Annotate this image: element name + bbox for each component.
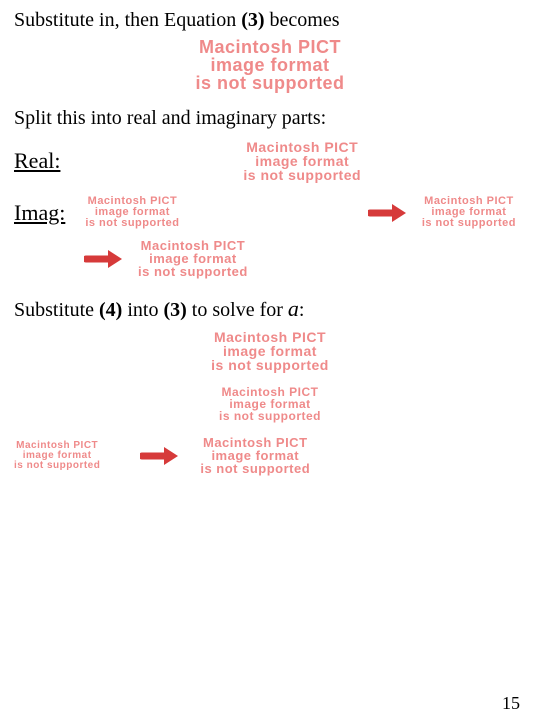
pict-error-block: Macintosh PICT image format is not suppo… <box>14 441 100 471</box>
pict-error-line: is not supported <box>219 410 321 422</box>
text-fragment: Substitute in, then Equation <box>14 9 241 31</box>
arrow-icon <box>368 202 408 224</box>
text-fragment: into <box>122 299 163 321</box>
pict-error-block: Macintosh PICT image format is not suppo… <box>138 239 248 278</box>
pict-error-block: Macintosh PICT image format is not suppo… <box>200 436 310 475</box>
text-fragment-bold: (3) <box>163 299 186 321</box>
arrow-icon <box>84 248 124 270</box>
pict-error-line: is not supported <box>14 461 100 471</box>
text-fragment: Split this into real and imaginary parts… <box>14 107 326 129</box>
text-fragment: Substitute <box>14 299 99 321</box>
label-imag: Imag: <box>14 200 65 226</box>
pict-error-block: Macintosh PICT image format is not suppo… <box>196 38 345 92</box>
label-real: Real: <box>14 148 60 174</box>
pict-error-line: is not supported <box>243 168 361 182</box>
text-fragment-bold: (4) <box>99 299 122 321</box>
pict-error-line: Macintosh PICT <box>196 38 345 56</box>
pict-error-line: Macintosh PICT <box>211 330 329 344</box>
text-fragment: to solve for <box>187 299 288 321</box>
text-fragment: : <box>299 299 305 321</box>
pict-error-line: image format <box>211 344 329 358</box>
pict-error-line: is not supported <box>200 462 310 475</box>
pict-error-line: is not supported <box>138 265 248 278</box>
arrow-icon <box>140 445 180 467</box>
pict-error-line: is not supported <box>85 218 179 229</box>
pict-error-line: Macintosh PICT <box>243 140 361 154</box>
text-fragment: becomes <box>265 9 340 31</box>
text-line-1: Substitute in, then Equation (3) becomes <box>14 8 526 32</box>
pict-error-block: Macintosh PICT image format is not suppo… <box>422 196 516 229</box>
pict-error-block: Macintosh PICT image format is not suppo… <box>243 140 361 182</box>
text-line-3: Substitute (4) into (3) to solve for a: <box>14 296 526 322</box>
page-number: 15 <box>502 693 520 714</box>
pict-error-line: is not supported <box>196 74 345 92</box>
pict-error-block: Macintosh PICT image format is not suppo… <box>219 386 321 422</box>
pict-error-block: Macintosh PICT image format is not suppo… <box>85 196 179 229</box>
text-fragment-italic: a <box>288 296 299 321</box>
pict-error-block: Macintosh PICT image format is not suppo… <box>211 330 329 372</box>
text-fragment-bold: (3) <box>241 9 264 31</box>
pict-error-line: is not supported <box>211 358 329 372</box>
pict-error-line: image format <box>196 56 345 74</box>
text-line-2: Split this into real and imaginary parts… <box>14 106 526 130</box>
pict-error-line: image format <box>243 154 361 168</box>
pict-error-line: is not supported <box>422 218 516 229</box>
